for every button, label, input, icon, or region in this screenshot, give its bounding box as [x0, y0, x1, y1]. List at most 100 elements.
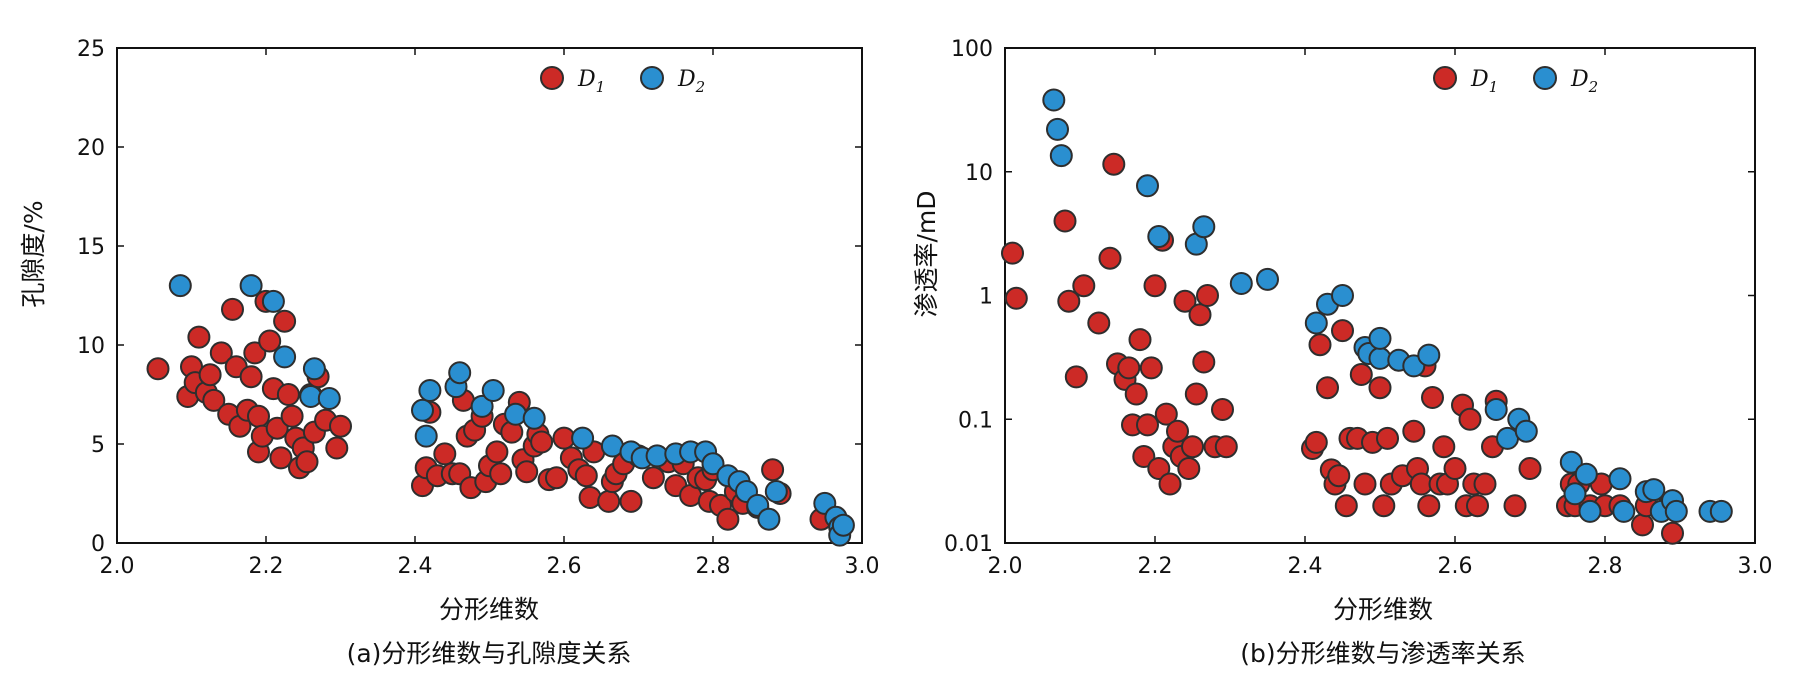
- data-point-D2: [504, 402, 528, 426]
- data-point-D1: [1087, 311, 1111, 335]
- plot-area-a: 2.0 2.2 2.4 2.6 2.8 3.0 0 5 10 15 20 25: [77, 37, 880, 579]
- data-point-D2: [1042, 88, 1066, 112]
- data-point-D2: [481, 379, 505, 402]
- legend-item-D2: D2: [640, 66, 705, 96]
- data-point-D2: [645, 444, 669, 468]
- legend-label-D2: D2: [1570, 67, 1598, 96]
- legend-item-D2: D2: [1533, 66, 1598, 96]
- data-point-D1: [545, 466, 568, 490]
- data-point-D1: [1057, 289, 1081, 313]
- data-point-D1: [1211, 398, 1234, 421]
- data-point-D1: [1064, 365, 1088, 389]
- data-point-D1: [1147, 457, 1171, 480]
- data-point-D1: [530, 430, 554, 454]
- data-point-D1: [433, 442, 457, 466]
- legend-marker-D2: [640, 66, 664, 90]
- data-point-D1: [1192, 350, 1216, 374]
- data-point-D2: [448, 361, 472, 385]
- data-point-D1: [1139, 356, 1163, 380]
- data-point-D1: [1372, 494, 1396, 518]
- data-point-D1: [1136, 413, 1159, 437]
- legend-b: D1 D2: [1433, 66, 1598, 96]
- data-point-D2: [1574, 462, 1598, 486]
- data-point-D1: [1001, 241, 1024, 265]
- data-point-D2: [302, 357, 326, 381]
- data-point-D2: [273, 345, 297, 369]
- y-tick-label: 10: [965, 161, 993, 186]
- legend-item-D1: D1: [1433, 66, 1498, 96]
- legend-marker-D1: [1433, 66, 1457, 90]
- data-point-D2: [168, 274, 192, 298]
- data-point-D1: [1143, 274, 1167, 298]
- x-tick-label: 2.8: [696, 554, 731, 579]
- data-point-D1: [515, 460, 539, 484]
- y-tick-label: 20: [77, 136, 105, 161]
- data-point-D1: [187, 325, 211, 349]
- plot-frame-b: [1004, 47, 1756, 544]
- data-point-D1: [1421, 386, 1444, 409]
- data-point-D1: [1443, 457, 1467, 480]
- data-point-D1: [1417, 494, 1441, 518]
- y-tick-label: 25: [77, 37, 105, 62]
- data-point-D1: [1631, 513, 1654, 537]
- data-point-D1: [243, 341, 267, 365]
- data-point-D1: [209, 341, 233, 365]
- caption-b: (b)分形维数与渗透率关系: [1240, 639, 1525, 668]
- data-point-D1: [1072, 274, 1096, 298]
- data-point-D2: [1709, 499, 1733, 523]
- data-point-D2: [1612, 499, 1636, 523]
- y-tick-label: 0: [91, 532, 105, 557]
- data-point-D1: [1053, 209, 1077, 233]
- data-point-D1: [280, 404, 304, 428]
- data-point-D1: [1368, 376, 1392, 400]
- legend-marker-D1: [540, 66, 564, 90]
- data-point-D1: [269, 446, 293, 470]
- data-point-D1: [1098, 246, 1122, 270]
- x-tick-label: 2.2: [1138, 554, 1173, 579]
- data-point-D1: [325, 436, 349, 460]
- x-axis-label-b: 分形维数: [1333, 595, 1433, 624]
- data-point-D1: [1473, 472, 1497, 496]
- data-point-D2: [831, 513, 855, 537]
- legend-label-D1: D1: [577, 67, 605, 96]
- data-point-D2: [239, 274, 263, 298]
- data-point-D2: [470, 394, 494, 418]
- data-point-D2: [1049, 144, 1073, 168]
- data-point-D1: [1661, 521, 1684, 545]
- data-point-D1: [273, 309, 297, 333]
- data-point-D1: [1334, 494, 1358, 518]
- data-point-D2: [1417, 343, 1441, 367]
- data-point-D1: [489, 462, 513, 486]
- data-point-D2: [1484, 398, 1508, 421]
- data-point-D1: [1349, 363, 1373, 386]
- data-point-D1: [1353, 472, 1377, 496]
- data-point-D2: [757, 507, 781, 531]
- data-point-D1: [574, 464, 598, 488]
- legend-a: D1 D2: [540, 66, 705, 96]
- data-point-D1: [239, 365, 263, 389]
- legend-label-D1: D1: [1470, 67, 1498, 96]
- data-point-D2: [571, 426, 595, 450]
- data-point-D1: [716, 507, 740, 531]
- y-tick-label: 100: [951, 37, 993, 62]
- data-point-D1: [1376, 426, 1399, 450]
- y-axis-label-a: 孔隙度/%: [19, 200, 48, 307]
- series-D1-b: [1001, 152, 1684, 545]
- data-point-D1: [1331, 319, 1354, 343]
- data-point-D1: [1132, 445, 1156, 468]
- data-point-D2: [1136, 174, 1159, 198]
- caption-a: (a)分形维数与孔隙度关系: [347, 639, 632, 668]
- data-point-D1: [1128, 328, 1152, 352]
- y-tick-label: 0.1: [958, 408, 993, 433]
- data-point-D1: [198, 363, 222, 387]
- data-point-D1: [202, 388, 226, 412]
- data-point-D2: [1256, 267, 1279, 291]
- y-tick-label: 10: [77, 334, 105, 359]
- data-point-D1: [1004, 286, 1028, 310]
- data-point-D1: [1458, 407, 1482, 431]
- data-point-D2: [1304, 311, 1328, 335]
- data-point-D1: [597, 489, 621, 513]
- x-tick-label: 3.0: [1738, 554, 1773, 579]
- data-point-D2: [418, 379, 442, 402]
